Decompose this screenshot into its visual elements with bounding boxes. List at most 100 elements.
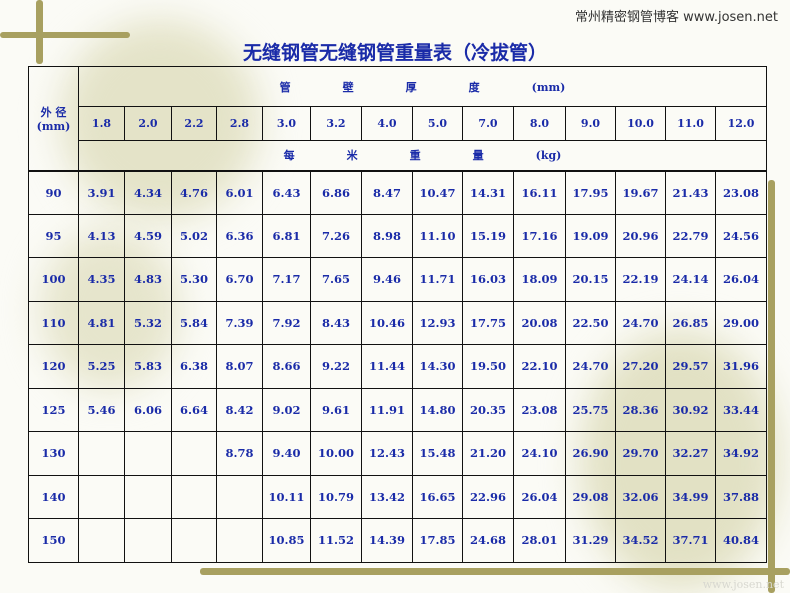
weight-cell: 6.70	[216, 257, 263, 302]
weight-cell: 34.99	[665, 474, 716, 519]
weight-cell: 10.46	[361, 300, 413, 345]
weight-cell: 11.71	[412, 257, 463, 302]
weight-table: 外 径 (mm) 管壁厚度 (mm) 1.8 2.0 2.2 2.8 3.0 3.2 4.0 5…	[28, 66, 767, 563]
table-row: 125 5.46 6.06 6.64 8.42 9.02 9.61 11.91 14.80 20.…	[28, 387, 767, 432]
weight-cell: 6.64	[171, 387, 217, 432]
weight-cell	[78, 518, 125, 563]
weight-cell: 9.22	[310, 344, 362, 389]
weight-cell: 29.57	[665, 344, 716, 389]
weight-cell: 21.20	[462, 431, 514, 476]
weight-cell: 17.16	[513, 213, 566, 258]
weight-cell: 7.26	[310, 213, 362, 258]
weight-cell: 4.76	[171, 170, 217, 215]
weight-cell: 26.04	[715, 257, 767, 302]
thickness-header-word: 厚	[405, 80, 417, 94]
weight-cell: 4.59	[124, 213, 172, 258]
weight-cell: 19.09	[565, 213, 616, 258]
weight-header-word: 重	[409, 149, 421, 163]
thickness-cell: 7.0	[462, 106, 514, 141]
weight-cell	[171, 431, 217, 476]
od-cell: 140	[28, 474, 79, 519]
weight-cell: 22.79	[665, 213, 716, 258]
weight-cell: 5.30	[171, 257, 217, 302]
od-cell: 100	[28, 257, 79, 302]
weight-cell: 6.43	[262, 170, 311, 215]
weight-cell: 10.85	[262, 518, 311, 563]
weight-cell: 6.81	[262, 213, 311, 258]
thickness-cell: 3.0	[262, 106, 311, 141]
table-row: 110 4.81 5.32 5.84 7.39 7.92 8.43 10.46 12.93 17.…	[28, 300, 767, 345]
od-header: 外 径 (mm)	[28, 66, 79, 172]
weight-cell: 8.43	[310, 300, 362, 345]
weight-cell: 14.31	[462, 170, 514, 215]
weight-cell: 6.38	[171, 344, 217, 389]
watermark: www.josen.net	[702, 578, 784, 591]
weight-cell: 11.91	[361, 387, 413, 432]
weight-cell	[216, 474, 263, 519]
weight-cell: 22.10	[513, 344, 566, 389]
weight-cell: 4.81	[78, 300, 125, 345]
weight-cell	[171, 518, 217, 563]
weight-cell: 17.75	[462, 300, 514, 345]
weight-cell: 16.65	[412, 474, 463, 519]
weight-header-word: 每	[283, 149, 295, 163]
weight-cell: 30.92	[665, 387, 716, 432]
weight-header-word: (kg)	[535, 149, 562, 163]
od-cell: 95	[28, 213, 79, 258]
weight-cell: 10.79	[310, 474, 362, 519]
weight-cell: 9.46	[361, 257, 413, 302]
weight-cell: 29.08	[565, 474, 616, 519]
weight-cell: 28.36	[615, 387, 666, 432]
weight-cell: 24.10	[513, 431, 566, 476]
thickness-cell: 8.0	[513, 106, 566, 141]
weight-cell: 9.61	[310, 387, 362, 432]
weight-cell: 24.70	[615, 300, 666, 345]
weight-header: 每 米 重 量 (kg)	[78, 140, 767, 172]
weight-cell: 31.96	[715, 344, 767, 389]
weight-cell: 24.70	[565, 344, 616, 389]
weight-cell: 6.36	[216, 213, 263, 258]
od-cell: 90	[28, 170, 79, 215]
weight-cell: 14.80	[412, 387, 463, 432]
weight-cell: 21.43	[665, 170, 716, 215]
weight-cell: 20.96	[615, 213, 666, 258]
weight-cell: 26.85	[665, 300, 716, 345]
weight-cell: 7.17	[262, 257, 311, 302]
weight-cell: 10.00	[310, 431, 362, 476]
weight-cell: 19.50	[462, 344, 514, 389]
weight-cell: 9.40	[262, 431, 311, 476]
weight-cell: 5.32	[124, 300, 172, 345]
weight-cell: 19.67	[615, 170, 666, 215]
weight-cell: 34.52	[615, 518, 666, 563]
od-cell: 110	[28, 300, 79, 345]
table-row: 120 5.25 5.83 6.38 8.07 8.66 9.22 11.44 14.30 19.…	[28, 344, 767, 389]
weight-cell: 22.50	[565, 300, 616, 345]
weight-cell: 23.08	[513, 387, 566, 432]
weight-cell: 6.06	[124, 387, 172, 432]
weight-cell: 28.01	[513, 518, 566, 563]
od-cell: 130	[28, 431, 79, 476]
weight-cell	[78, 474, 125, 519]
table-row: 90 3.91 4.34 4.76 6.01 6.43 6.86 8.47 10.47 14.31…	[28, 170, 767, 215]
thickness-cell: 4.0	[361, 106, 413, 141]
weight-cell: 7.39	[216, 300, 263, 345]
weight-cell: 16.03	[462, 257, 514, 302]
thickness-cell: 2.8	[216, 106, 263, 141]
thickness-cell: 1.8	[78, 106, 125, 141]
weight-cell	[216, 518, 263, 563]
weight-cell: 29.70	[615, 431, 666, 476]
weight-cell: 6.86	[310, 170, 362, 215]
weight-cell: 15.48	[412, 431, 463, 476]
weight-cell: 3.91	[78, 170, 125, 215]
thickness-header-word: 度	[468, 80, 480, 94]
weight-cell: 26.90	[565, 431, 616, 476]
thickness-header: 管 壁 厚 度 (mm)	[78, 66, 767, 107]
weight-cell: 26.04	[513, 474, 566, 519]
table-row: 95 4.13 4.59 5.02 6.36 6.81 7.26 8.98 11.10 15.19…	[28, 213, 767, 258]
vine-decoration	[200, 568, 790, 575]
weight-cell: 20.08	[513, 300, 566, 345]
weight-cell: 11.52	[310, 518, 362, 563]
vine-decoration	[768, 180, 775, 593]
weight-cell	[124, 518, 172, 563]
weight-cell: 29.00	[715, 300, 767, 345]
